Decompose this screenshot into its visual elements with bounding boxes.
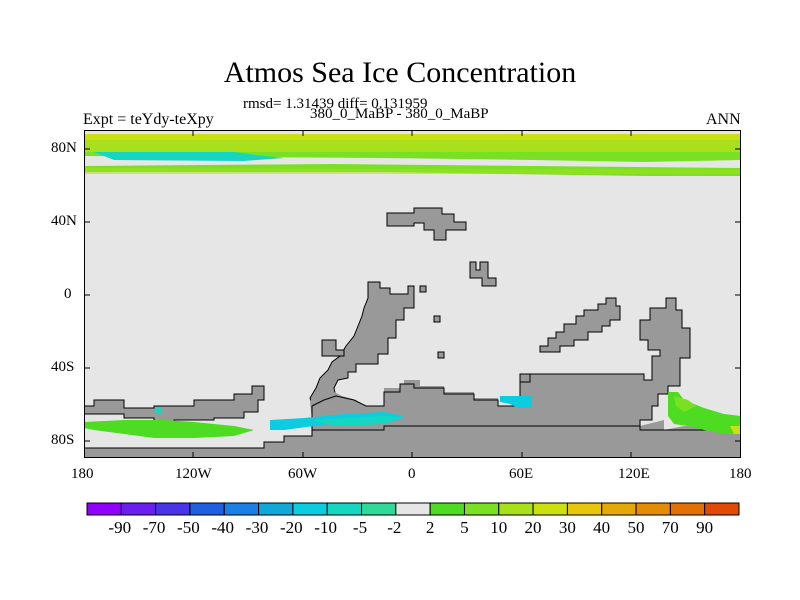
arctic-ice-edge-inner: [84, 168, 741, 174]
case-label: 380_0_MaBP - 380_0_MaBP: [310, 106, 489, 122]
map-panel: [84, 130, 741, 458]
colorbar-box-16: [635, 502, 671, 516]
sea-ice-negative-1b: [312, 416, 404, 426]
colorbar-box-3: [189, 502, 225, 516]
sea-ice-negative-2: [500, 396, 532, 408]
y-tick-0: 0: [64, 286, 72, 302]
land-southeast-block: [539, 297, 621, 353]
colorbar-label: 70: [661, 518, 679, 537]
colorbar-box-10: [429, 502, 465, 516]
arctic-band-top: [84, 134, 741, 140]
land-eurasia-fragment: [469, 261, 497, 287]
colorbar-label: -70: [142, 518, 166, 537]
map-svg: [84, 130, 741, 458]
season-label: ANN: [706, 111, 741, 128]
colorbar-label: 50: [627, 518, 645, 537]
colorbar-label: -50: [177, 518, 200, 537]
colorbar-box-15: [601, 502, 637, 516]
colorbar-box-5: [258, 502, 294, 516]
x-tick-120w: 120W: [175, 466, 212, 482]
sea-ice-negative-3: [156, 408, 162, 414]
colorbar-box-0: [86, 502, 122, 516]
x-tick-60w: 60W: [288, 466, 318, 482]
land-north-atlantic: [386, 207, 467, 241]
arctic-band-high: [84, 138, 741, 152]
colorbar-box-1: [120, 502, 157, 516]
colorbar-box-11: [463, 502, 500, 516]
colorbar-svg: [86, 502, 740, 516]
x-tick-180w: 180: [71, 466, 94, 482]
colorbar-box-14: [566, 502, 603, 516]
colorbar-label: 10: [490, 518, 508, 537]
colorbar-box-6: [292, 502, 328, 516]
experiment-label: Expt = teYdy-teXpy: [83, 111, 214, 128]
colorbar-label: 2: [425, 518, 435, 537]
colorbar-label: -20: [279, 518, 303, 537]
colorbar-labels: -90 -70 -50 -40 -30 -20 -10 -5 -2 2 5 10 20 30 40 50 70 9…: [0, 518, 800, 542]
colorbar: [86, 502, 740, 516]
colorbar-box-2: [155, 502, 191, 516]
x-tick-120e: 120E: [618, 466, 650, 482]
colorbar-box-4: [223, 502, 260, 516]
arctic-negative-patch: [94, 152, 284, 161]
land-small-3: [433, 315, 441, 323]
colorbar-label: 30: [558, 518, 576, 537]
x-tick-0: 0: [408, 466, 416, 482]
colorbar-label: -5: [352, 518, 368, 537]
x-tick-180e: 180: [729, 466, 752, 482]
colorbar-label: 5: [460, 518, 469, 537]
colorbar-box-8: [361, 502, 397, 516]
colorbar-box-17: [669, 502, 706, 516]
y-tick-40s: 40S: [51, 359, 75, 375]
colorbar-label: -90: [108, 518, 132, 537]
colorbar-box-9: [395, 502, 431, 516]
colorbar-label: -30: [245, 518, 269, 537]
colorbar-label: -2: [387, 518, 402, 537]
colorbar-box-13: [532, 502, 568, 516]
colorbar-label: -40: [211, 518, 235, 537]
colorbar-box-12: [498, 502, 534, 516]
land-small-5: [519, 373, 531, 383]
colorbar-label: 90: [696, 518, 714, 537]
colorbar-box-7: [326, 502, 363, 516]
colorbar-box-18: [704, 502, 740, 516]
sea-ice-positive-east-core: [674, 396, 696, 412]
land-small-2: [419, 285, 427, 293]
land-small-4: [437, 351, 445, 359]
colorbar-label: 40: [593, 518, 611, 537]
land-antarctica: [311, 297, 691, 431]
colorbar-label: -10: [314, 518, 337, 537]
y-tick-80n: 80N: [51, 140, 77, 156]
sea-ice-positive-east-tip: [730, 426, 741, 434]
sea-ice-positive-west: [84, 420, 254, 438]
land-small-1: [321, 339, 345, 357]
stats-label: rmsd= 1.31439 diff= 0.131959: [243, 96, 428, 112]
colorbar-label: 20: [524, 518, 542, 537]
plot-title: Atmos Sea Ice Concentration: [223, 56, 577, 89]
axis-ticks: [84, 130, 741, 458]
x-tick-60e: 60E: [509, 466, 534, 482]
land-antarctic-coast: [84, 425, 741, 458]
y-tick-80s: 80S: [51, 432, 75, 448]
y-tick-40n: 40N: [51, 213, 77, 229]
